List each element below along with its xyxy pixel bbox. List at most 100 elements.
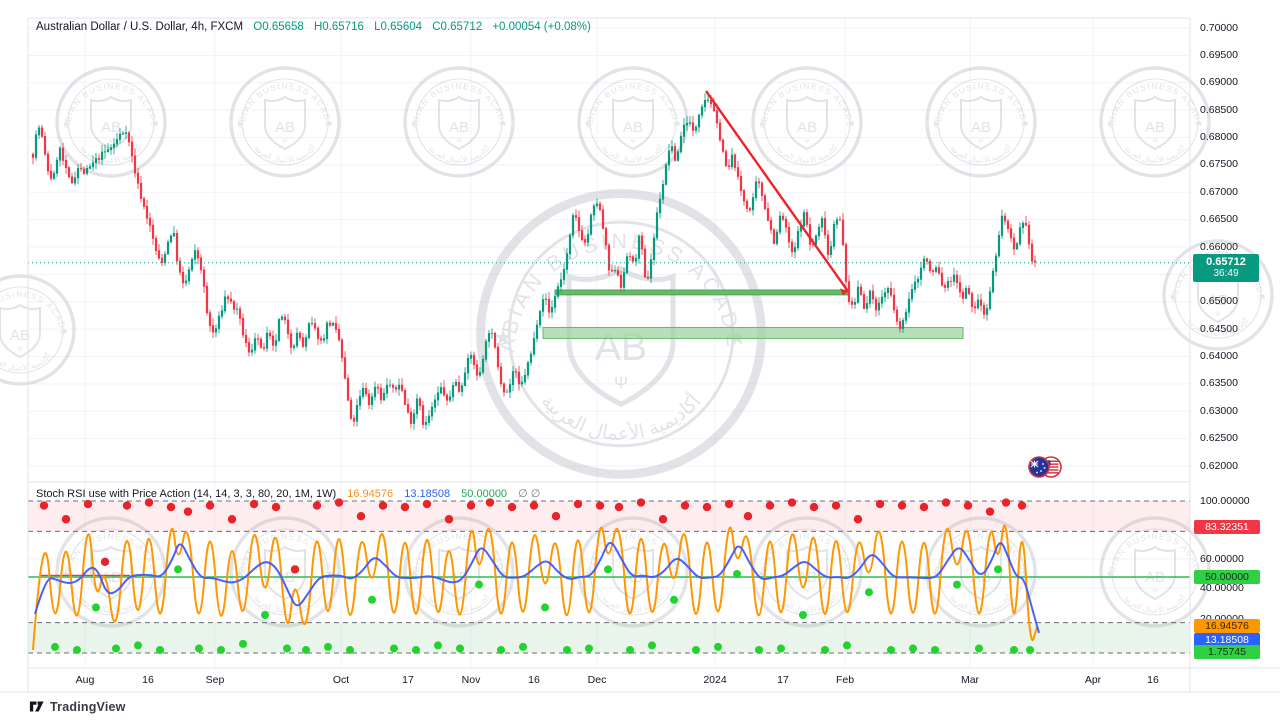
- time-axis-label: 17: [402, 674, 414, 686]
- sell-signal-dot: [356, 512, 366, 521]
- aud-flag-circle: [1028, 456, 1050, 478]
- time-axis-label: 2024: [703, 674, 727, 686]
- down-candle-bodies: [31, 99, 1037, 425]
- buy-signal-dot: [368, 595, 376, 604]
- tradingview-attribution[interactable]: TradingView: [28, 699, 126, 714]
- buy-signal-dot: [324, 642, 332, 651]
- sell-signal-dot: [809, 502, 819, 512]
- sell-signal-dot: [831, 501, 841, 510]
- buy-signal-dot: [541, 603, 549, 612]
- buy-signal-dot: [302, 645, 310, 654]
- audusd-flags-icon: [1028, 456, 1062, 478]
- buy-signal-dot: [843, 641, 851, 650]
- sell-signal-dot: [853, 515, 863, 524]
- time-axis-label: Aug: [75, 674, 95, 686]
- buy-signal-dot: [648, 641, 656, 650]
- indicator-axis-label: 100.00000: [1200, 494, 1250, 507]
- price-axis-label: 0.63500: [1200, 377, 1238, 390]
- sell-signal-dot: [507, 502, 517, 512]
- price-axis-label: 0.70000: [1200, 21, 1238, 34]
- indicator-mid-value: 50.00000: [461, 488, 508, 500]
- indicator-axis-label: 60.00000: [1200, 552, 1244, 565]
- sell-signal-dot: [551, 512, 561, 521]
- sell-signal-dot: [787, 498, 797, 507]
- buy-signal-dot: [975, 644, 983, 653]
- sell-signal-dot: [1017, 501, 1027, 510]
- ohlc-close: C0.65712: [432, 21, 483, 33]
- indicator-value-badge: 13.18508: [1194, 632, 1260, 647]
- ohlc-change: +0.00054 (+0.08%): [492, 21, 591, 33]
- sell-signal-dot: [83, 499, 93, 509]
- buy-signal-dot: [519, 642, 527, 651]
- sell-signal-dot: [658, 515, 668, 524]
- price-axis-label: 0.68500: [1200, 103, 1238, 116]
- indicator-title: Stoch RSI use with Price Action (14, 14,…: [36, 488, 337, 500]
- price-axis-label: 0.67000: [1200, 185, 1238, 198]
- buy-signal-dot: [434, 641, 442, 650]
- buy-signal-dot: [239, 639, 247, 648]
- sell-signal-dot: [485, 498, 495, 507]
- watermark-badge: [0, 274, 76, 386]
- time-axis-label: Oct: [332, 674, 350, 686]
- stoch-k-line: [32, 524, 1038, 651]
- sell-signal-dot: [985, 507, 995, 516]
- sell-signal-dot: [724, 499, 734, 509]
- time-axis-label: 16: [142, 674, 154, 686]
- time-axis-label: Sep: [205, 674, 225, 686]
- watermark-badge: [577, 66, 689, 178]
- sell-signal-dot: [205, 501, 215, 510]
- time-axis-label: 17: [777, 674, 789, 686]
- up-candle-bodies: [34, 99, 1025, 425]
- up-candle-wicks: [35, 92, 1024, 430]
- buy-signal-dot: [909, 644, 917, 653]
- buy-signal-dot: [604, 565, 612, 574]
- buy-signal-dot: [865, 588, 873, 597]
- buy-signal-dot: [585, 644, 593, 653]
- sell-signal-dot: [614, 502, 624, 512]
- sell-signal-dot: [529, 501, 539, 510]
- sell-signal-dot: [765, 501, 775, 510]
- stoch-signal-dots: [39, 498, 1034, 654]
- sell-signal-dot: [378, 501, 388, 510]
- buy-signal-dot: [497, 645, 505, 654]
- price-scale-axis[interactable]: 0.70000 0.69500 0.69000 0.68500 0.68000 0.675…: [1192, 0, 1280, 692]
- sell-signal-dot: [61, 515, 71, 524]
- sell-signal-dot: [466, 501, 476, 510]
- buy-signal-dot: [112, 644, 120, 653]
- price-axis-label: 0.67500: [1200, 158, 1238, 171]
- ohlc-high: H0.65716: [314, 21, 364, 33]
- sell-signal-dot: [400, 502, 410, 512]
- buy-signal-dot: [156, 645, 164, 654]
- buy-signal-dot: [887, 645, 895, 654]
- buy-signal-dot: [953, 580, 961, 589]
- price-axis-label: 0.62000: [1200, 459, 1238, 472]
- bar-countdown: 36:49: [1213, 268, 1239, 279]
- indicator-value-badge: 50.00000: [1194, 569, 1260, 584]
- sell-signal-dot: [144, 498, 154, 507]
- time-scale-axis[interactable]: Aug 16 Sep Oct 17 Nov 16 Dec 2024 17 Feb Mar Apr 16: [0, 668, 1280, 692]
- sell-signal-dot: [595, 501, 605, 510]
- overbought-band: [28, 501, 1190, 532]
- support-line-bar[interactable]: [555, 289, 849, 296]
- sell-signal-dot: [963, 501, 973, 510]
- sell-signal-dot: [702, 502, 712, 512]
- bearish-trendline[interactable]: [705, 90, 849, 293]
- buy-signal-dot: [261, 611, 269, 619]
- stoch-rsi-series: [32, 524, 1040, 651]
- indicator-legend[interactable]: Stoch RSI use with Price Action (14, 14,…: [36, 487, 540, 500]
- last-price-badge: 0.65712 36:49: [1193, 254, 1259, 282]
- stoch-d-line: [34, 541, 1040, 634]
- ohlc-open: O0.65658: [253, 21, 304, 33]
- buy-signal-dot: [777, 644, 785, 653]
- symbol-legend[interactable]: Australian Dollar / U.S. Dollar, 4h, FXC…: [36, 21, 591, 33]
- sell-signal-dot: [919, 502, 929, 512]
- price-axis-label: 0.64500: [1200, 322, 1238, 335]
- price-axis-label: 0.65000: [1200, 295, 1238, 308]
- buy-signal-dot: [73, 645, 81, 654]
- support-zone-rect[interactable]: [542, 326, 964, 339]
- price-axis-label: 0.68000: [1200, 131, 1238, 143]
- sell-signal-dot: [444, 515, 454, 524]
- buy-signal-dot: [821, 645, 829, 654]
